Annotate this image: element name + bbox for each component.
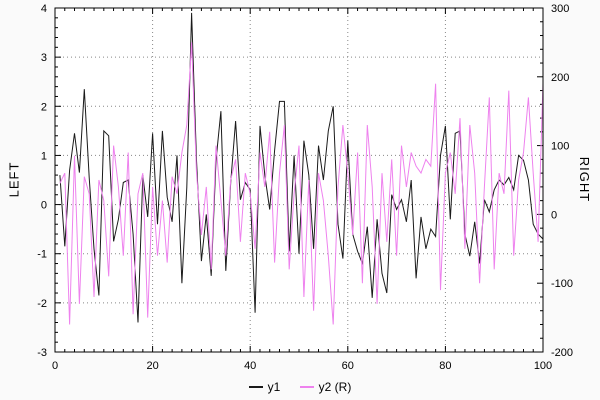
svg-text:0: 0 (551, 209, 557, 221)
svg-text:0: 0 (41, 200, 47, 212)
svg-text:4: 4 (41, 3, 47, 15)
svg-text:2: 2 (41, 101, 47, 113)
svg-text:-3: -3 (37, 347, 47, 359)
svg-text:200: 200 (551, 72, 569, 84)
svg-text:80: 80 (439, 360, 451, 372)
svg-text:0: 0 (52, 360, 58, 372)
legend-item-y1: y1 (248, 380, 281, 394)
svg-text:3: 3 (41, 52, 47, 64)
svg-text:100: 100 (534, 360, 552, 372)
right-axis-title: RIGHT (577, 156, 593, 203)
svg-text:1: 1 (41, 150, 47, 162)
legend-label-y2: y2 (R) (318, 380, 352, 394)
chart-legend: y1 y2 (R) (0, 377, 600, 394)
left-axis-title: LEFT (6, 161, 22, 198)
y2-line-swatch-icon (299, 386, 314, 388)
svg-text:-2: -2 (37, 298, 47, 310)
legend-item-y2: y2 (R) (299, 380, 352, 394)
svg-text:100: 100 (551, 141, 569, 153)
svg-text:-100: -100 (551, 278, 573, 290)
svg-text:-200: -200 (551, 347, 573, 359)
y1-line-swatch-icon (248, 386, 263, 388)
legend-label-y1: y1 (267, 380, 281, 394)
svg-text:40: 40 (244, 360, 256, 372)
svg-text:60: 60 (342, 360, 354, 372)
svg-text:20: 20 (146, 360, 158, 372)
svg-text:-1: -1 (37, 249, 47, 261)
svg-text:300: 300 (551, 3, 569, 15)
